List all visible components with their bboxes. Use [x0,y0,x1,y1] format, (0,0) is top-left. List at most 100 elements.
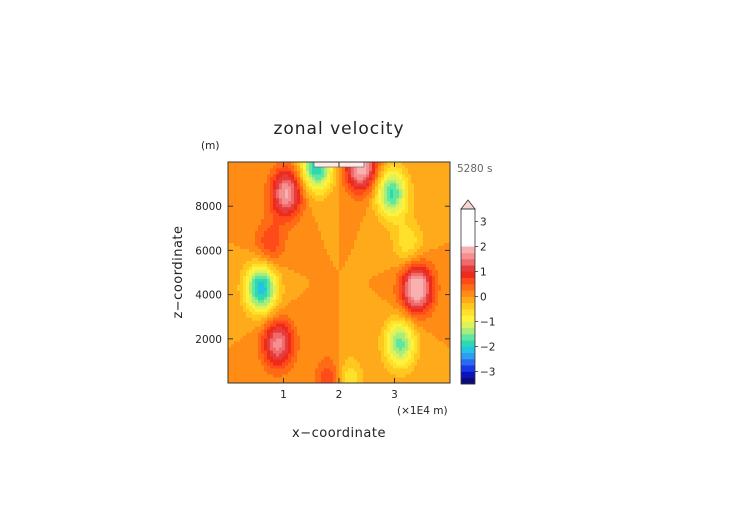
heatmap-cell [264,191,268,196]
heatmap-cell [285,371,289,375]
heatmap-cell [252,179,256,184]
heatmap-cell [270,191,274,196]
heatmap-cell [369,311,373,315]
heatmap-cell [432,317,436,321]
heatmap-cell [315,203,319,208]
heatmap-cell [417,218,421,223]
heatmap-cell [438,209,442,214]
heatmap-cell [348,290,352,294]
heatmap-cell [375,329,379,333]
heatmap-cell [420,341,424,345]
heatmap-cell [351,269,355,273]
heatmap-cell [435,254,439,258]
heatmap-cell [297,179,301,184]
heatmap-cell [252,263,256,267]
heatmap-cell [333,284,337,288]
heatmap-cell [432,350,436,354]
heatmap-cell [294,263,298,267]
heatmap-cell [234,287,238,291]
heatmap-cell [267,338,271,342]
heatmap-cell [447,218,451,223]
heatmap-cell [318,347,322,351]
heatmap-cell [444,287,448,291]
heatmap-cell [345,356,349,360]
heatmap-cell [378,293,382,297]
heatmap-cell [333,338,337,342]
heatmap-cell [405,185,409,190]
heatmap-cell [378,257,382,261]
heatmap-cell [408,230,412,235]
heatmap-cell [342,311,346,315]
heatmap-cell [291,365,295,369]
heatmap-cell [378,191,382,196]
heatmap-cell [402,320,406,324]
heatmap-cell [303,245,307,250]
heatmap-cell [255,362,259,366]
heatmap-cell [285,308,289,312]
heatmap-cell [279,299,283,303]
heatmap-cell [315,254,319,258]
heatmap-cell [273,218,277,223]
heatmap-cell [243,341,247,345]
heatmap-cell [354,287,358,291]
heatmap-cell [246,206,250,211]
heatmap-cell [333,362,337,366]
heatmap-cell [426,233,430,238]
heatmap-cell [285,377,289,381]
heatmap-cell [309,323,313,327]
heatmap-cell [333,227,337,232]
heatmap-cell [438,344,442,348]
heatmap-cell [291,281,295,285]
heatmap-cell [330,242,334,247]
heatmap-cell [291,356,295,360]
heatmap-cell [306,368,310,372]
heatmap-cell [276,311,280,315]
heatmap-cell [297,317,301,321]
heatmap-cell [231,233,235,238]
heatmap-cell [366,248,370,252]
heatmap-cell [237,317,241,321]
heatmap-cell [315,281,319,285]
heatmap-cell [228,197,232,202]
heatmap-cell [285,248,289,252]
heatmap-cell [306,239,310,244]
heatmap-cell [291,239,295,244]
heatmap-cell [375,275,379,279]
heatmap-cell [324,356,328,360]
heatmap-cell [258,212,262,217]
heatmap-cell [315,365,319,369]
heatmap-cell [321,227,325,232]
heatmap-cell [360,209,364,214]
heatmap-cell [252,275,256,279]
heatmap-cell [429,275,433,279]
heatmap-cell [402,335,406,339]
heatmap-cell [273,374,277,378]
heatmap-cell [402,182,406,187]
heatmap-cell [378,227,382,232]
heatmap-cell [258,275,262,279]
heatmap-cell [435,305,439,309]
heatmap-cell [390,227,394,232]
heatmap-cell [318,179,322,184]
heatmap-cell [339,251,343,255]
heatmap-cell [438,329,442,333]
heatmap-cell [438,239,442,244]
heatmap-cell [249,305,253,309]
heatmap-cell [288,182,292,187]
heatmap-cell [339,269,343,273]
heatmap-cell [315,302,319,306]
heatmap-cell [312,266,316,270]
heatmap-cell [243,353,247,357]
heatmap-cell [378,251,382,255]
heatmap-cell [432,314,436,318]
heatmap-cell [240,323,244,327]
heatmap-cell [399,254,403,258]
heatmap-cell [306,302,310,306]
heatmap-cell [432,299,436,303]
heatmap-cell [414,281,418,285]
heatmap-cell [234,242,238,247]
heatmap-cell [399,299,403,303]
heatmap-cell [438,242,442,247]
heatmap-cell [264,362,268,366]
heatmap-cell [423,371,427,375]
